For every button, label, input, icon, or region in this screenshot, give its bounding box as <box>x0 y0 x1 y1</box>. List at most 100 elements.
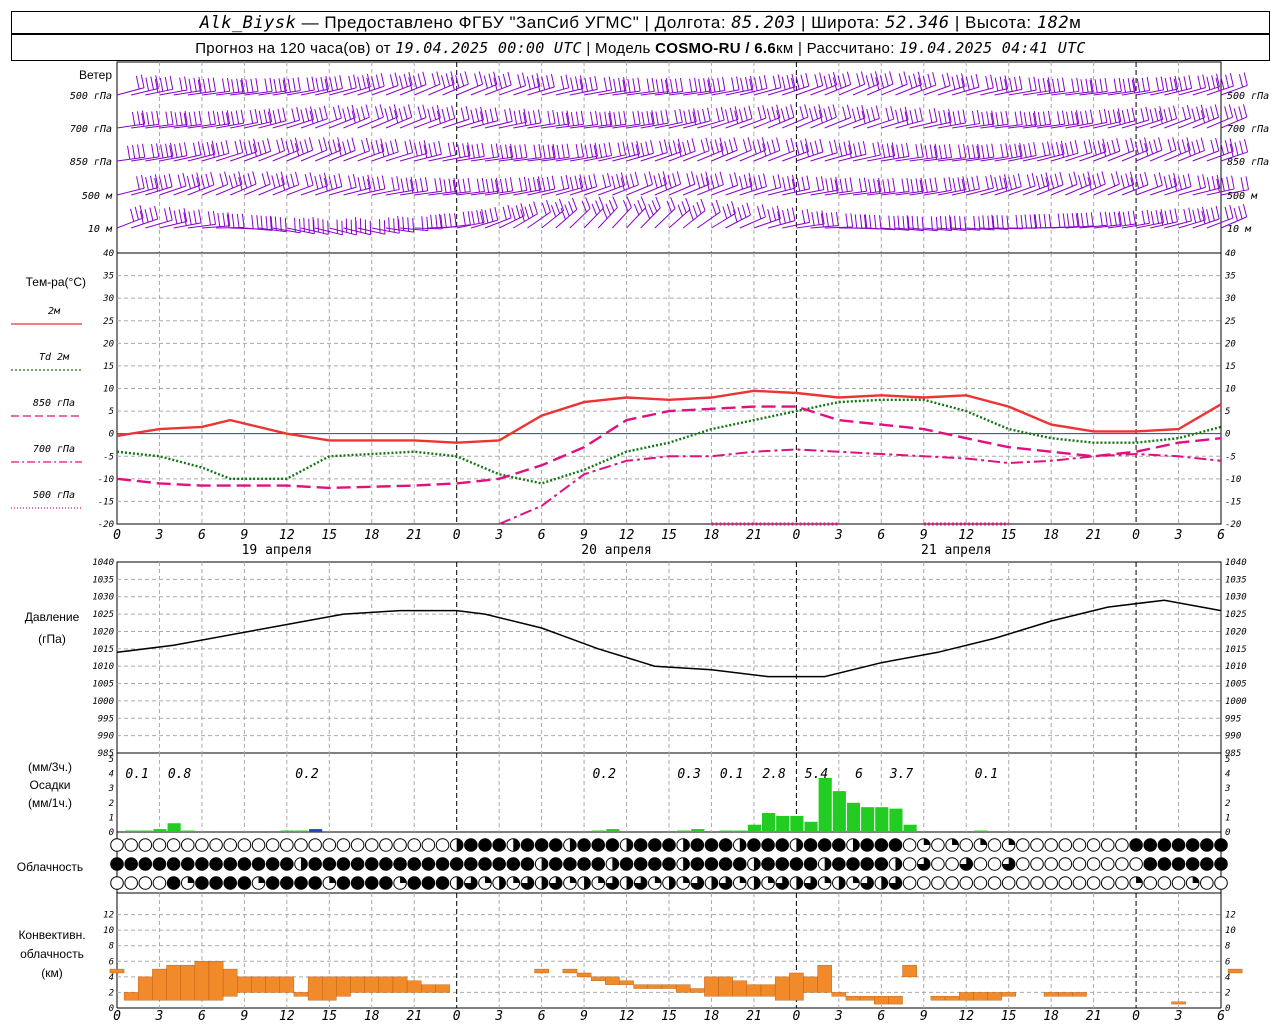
wind-barb-feather <box>637 77 641 92</box>
wind-barb-feather <box>1014 77 1018 91</box>
wind-barb-feather <box>1076 212 1080 227</box>
wind-barb-feather <box>943 109 947 124</box>
wind-barb-feather <box>253 138 258 152</box>
wind-barb-feather <box>832 104 837 118</box>
wind-barb-feather <box>1172 137 1177 151</box>
wind-barb-feather <box>651 77 655 92</box>
cloud-fill <box>521 857 534 871</box>
wind-barb-feather <box>846 104 852 118</box>
wind-barb-feather <box>294 143 300 157</box>
wind-barb-feather <box>550 73 555 88</box>
wind-barb <box>470 120 498 129</box>
wind-barb <box>895 190 924 196</box>
wind-barb <box>782 85 809 96</box>
cloud-circle <box>1030 876 1044 890</box>
wind-barb-feather <box>268 108 273 122</box>
cloud-fill <box>1192 876 1199 883</box>
wind-barb <box>881 119 909 129</box>
wind-barb-feather <box>1083 140 1088 155</box>
wind-barb-feather <box>1169 209 1174 223</box>
wind-barb-feather <box>954 215 957 230</box>
wind-barb-feather <box>1037 78 1042 93</box>
wind-barb-feather <box>1075 213 1079 228</box>
wind-barb-feather <box>1242 104 1248 118</box>
wind-barb-feather <box>271 175 276 189</box>
wind-barb-feather <box>819 138 824 153</box>
conv-bar <box>1043 992 1059 997</box>
wind-barb-feather <box>1006 215 1009 230</box>
wind-barb-feather <box>782 210 786 224</box>
wind-barb-feather <box>842 106 847 120</box>
wind-barb-feather <box>388 217 390 232</box>
precip-tick-right: 1 <box>1225 813 1230 823</box>
wind-barb-feather <box>791 174 796 189</box>
wind-barb-feather <box>297 77 301 91</box>
temp-hour-label: 6 <box>1217 528 1225 543</box>
precip-total-label: 0.2 <box>295 767 319 782</box>
conv-hour-label: 3 <box>834 1009 843 1024</box>
wind-barb-feather <box>634 171 639 185</box>
wind-barb-feather <box>290 139 295 153</box>
cloud-fill <box>195 857 209 871</box>
longitude-value: 85.203 <box>731 13 796 33</box>
wind-barb-feather <box>1121 110 1126 124</box>
wind-barb-feather <box>541 76 546 91</box>
wind-barb-feather <box>207 111 212 125</box>
wind-barb-feather <box>488 73 493 87</box>
wind-barb-feather <box>178 209 183 223</box>
wind-barb-feather <box>776 104 781 118</box>
wind-barb-feather <box>443 179 447 193</box>
wind-barb-feather <box>192 142 197 157</box>
wind-barb-feather <box>438 140 442 155</box>
wind-barb-feather <box>653 175 658 189</box>
wind-barb-feather <box>179 143 183 157</box>
wind-barb-feather <box>1028 77 1032 92</box>
wind-barb-feather <box>536 178 541 193</box>
wind-barb-feather <box>748 105 753 119</box>
wind-barb-feather <box>613 78 617 93</box>
precip-bar <box>153 829 167 832</box>
wind-barb-feather <box>1054 173 1059 187</box>
conv-bar <box>633 984 648 989</box>
wind-barb <box>343 116 370 129</box>
wind-barb-feather <box>1200 104 1206 118</box>
wind-barb-feather <box>608 200 615 212</box>
cloud-fill <box>329 876 336 883</box>
conv-bar <box>704 976 719 997</box>
wind-barb-feather <box>177 174 182 188</box>
wind-level-label-left: 10 м <box>88 224 113 235</box>
cloud-circle <box>280 838 294 852</box>
cloud-circle <box>1115 857 1129 871</box>
wind-barb <box>1065 91 1094 96</box>
wind-barb <box>258 120 286 129</box>
wind-barb-feather <box>235 110 240 125</box>
wind-barb-feather <box>150 76 154 90</box>
wind-barb-feather <box>314 108 319 123</box>
cloud-circle <box>916 876 931 890</box>
wind-barb-feather <box>1144 171 1149 185</box>
temp-tick-right: 30 <box>1224 294 1236 304</box>
wind-barb <box>711 149 738 162</box>
wind-barb-feather <box>1167 139 1172 153</box>
cloud-circle <box>1100 876 1115 890</box>
wind-barb <box>215 152 243 162</box>
wind-barb-feather <box>169 75 174 90</box>
cloud-fill <box>860 857 874 871</box>
wind-barb <box>1036 90 1065 96</box>
wind-barb <box>385 189 414 196</box>
conv-tick-left: 2 <box>109 988 114 998</box>
wind-barb-feather <box>452 179 456 194</box>
wind-barb-feather <box>1103 108 1108 123</box>
wind-barb-feather <box>829 141 833 155</box>
wind-barb-feather <box>651 200 658 212</box>
wind-barb-feather <box>981 145 985 159</box>
wind-barb <box>1065 225 1094 229</box>
wind-barb-feather <box>418 141 423 155</box>
wind-barb <box>767 86 796 96</box>
wind-barb <box>767 116 795 129</box>
temp-hour-label: 6 <box>538 528 546 543</box>
wind-barb <box>187 153 216 162</box>
wind-barb <box>329 117 356 129</box>
wind-barb-feather <box>393 104 399 118</box>
wind-barb-feather <box>650 112 654 126</box>
